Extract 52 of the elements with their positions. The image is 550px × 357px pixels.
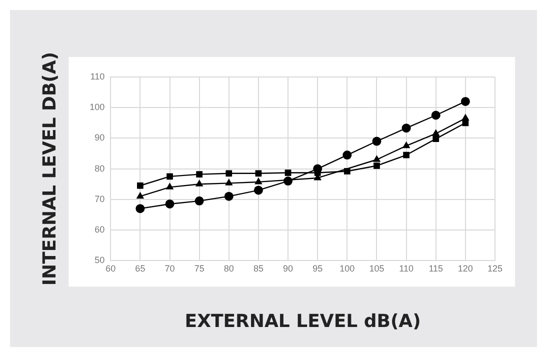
point [460, 96, 470, 106]
point [403, 152, 410, 158]
point [372, 155, 381, 162]
x-tick-label: 70 [164, 263, 175, 274]
x-tick-label: 75 [194, 263, 204, 274]
point [254, 177, 262, 184]
point [254, 186, 263, 195]
point [402, 124, 411, 133]
point [402, 141, 410, 148]
x-tick-label: 60 [106, 263, 116, 274]
point [166, 173, 173, 180]
y-tick-label: 110 [90, 71, 105, 82]
x-tick-label: 80 [224, 263, 234, 274]
y-tick-label: 90 [94, 132, 105, 143]
point [166, 182, 174, 190]
point [196, 171, 202, 178]
point [195, 180, 204, 186]
y-tick-label: 100 [90, 102, 105, 112]
point [342, 150, 352, 160]
x-tick-label: 100 [340, 263, 355, 274]
x-tick-label: 85 [253, 263, 264, 274]
point [284, 170, 292, 176]
point [432, 129, 440, 136]
x-tick-label: 90 [283, 263, 294, 274]
point [136, 204, 145, 214]
x-tick-label: 110 [399, 263, 414, 274]
y-tick-label: 70 [94, 194, 105, 204]
point [165, 199, 174, 208]
point [136, 192, 144, 199]
point [374, 162, 380, 169]
y-axis-title: INTERNAL LEVEL DB(A) [39, 52, 60, 286]
y-tick-label: 80 [94, 163, 105, 174]
point [431, 110, 440, 120]
point [344, 168, 350, 174]
point [224, 178, 233, 186]
point [255, 170, 262, 177]
point [372, 136, 382, 146]
y-tick-label: 60 [94, 224, 105, 234]
x-tick-label: 120 [458, 263, 473, 274]
point [194, 196, 204, 206]
x-tick-label: 125 [487, 263, 503, 274]
point [226, 170, 232, 177]
point [224, 192, 234, 201]
point [137, 182, 144, 189]
x-tick-label: 105 [369, 263, 384, 274]
point [462, 120, 469, 126]
x-tick-label: 65 [135, 263, 146, 274]
x-axis-title: EXTERNAL LEVEL dB(A) [184, 310, 421, 332]
y-tick-label: 50 [94, 255, 105, 266]
point [432, 136, 440, 142]
x-tick-label: 95 [312, 263, 323, 274]
x-tick-label: 115 [428, 263, 444, 274]
